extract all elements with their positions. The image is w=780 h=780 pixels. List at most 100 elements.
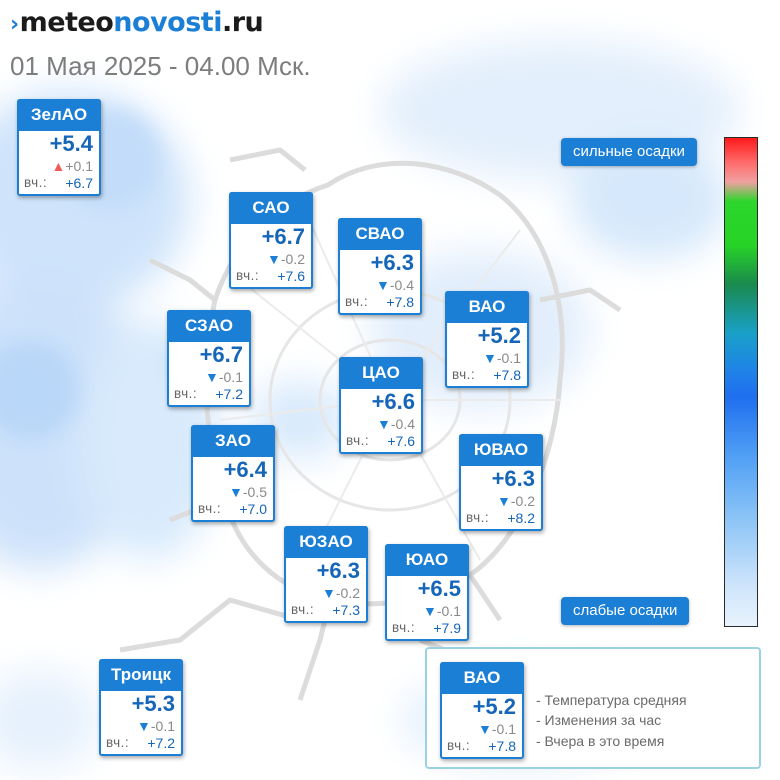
district-temp: +6.3 bbox=[491, 466, 535, 491]
district-card-zao: ЗАО +6.4 ▼-0.5 вч.: +7.0 bbox=[191, 425, 275, 522]
yesterday-label: вч.: bbox=[452, 367, 476, 382]
change-value: -0.2 bbox=[335, 585, 360, 601]
district-card-cao: ЦАО +6.6 ▼-0.4 вч.: +7.6 bbox=[339, 357, 423, 454]
yesterday-label: вч.: bbox=[466, 510, 490, 525]
district-name: СЗАО bbox=[167, 310, 251, 342]
district-yesterday: вч.: +7.9 bbox=[392, 620, 461, 636]
yesterday-value: +7.9 bbox=[433, 620, 461, 636]
yesterday-value: +7.3 bbox=[332, 602, 360, 618]
district-yesterday: вч.: +7.2 bbox=[174, 386, 243, 402]
district-temp: +6.4 bbox=[223, 457, 267, 482]
change-value: -0.2 bbox=[280, 251, 305, 267]
yesterday-value: +7.8 bbox=[488, 738, 516, 754]
scale-label-heavy: сильные осадки bbox=[561, 138, 697, 166]
district-temp: +6.6 bbox=[371, 389, 415, 414]
precipitation-scale-bar bbox=[724, 137, 758, 627]
change-value: +0.1 bbox=[65, 158, 93, 174]
district-temp: +6.3 bbox=[370, 250, 414, 275]
district-change: ▼-0.2 bbox=[267, 251, 305, 267]
trend-down-icon: ▼ bbox=[137, 718, 151, 734]
district-yesterday: вч.: +7.8 bbox=[447, 738, 516, 754]
district-name: ЗелАО bbox=[17, 99, 101, 131]
district-change: ▲+0.1 bbox=[52, 158, 94, 174]
logo-part2: novosti bbox=[113, 7, 222, 38]
trend-down-icon: ▼ bbox=[267, 251, 281, 267]
legend-desc-change: - Изменения за час bbox=[536, 712, 662, 728]
logo-part3: .ru bbox=[221, 7, 264, 38]
district-temp: +6.7 bbox=[261, 224, 305, 249]
district-card-sao: САО +6.7 ▼-0.2 вч.: +7.6 bbox=[229, 192, 313, 289]
district-change: ▼-0.5 bbox=[229, 484, 267, 500]
legend-box: ВАО +5.2 ▼-0.1 вч.: +7.8 - Температура ср… bbox=[425, 647, 761, 769]
trend-down-icon: ▼ bbox=[205, 369, 219, 385]
district-name: Троицк bbox=[99, 659, 183, 691]
district-card-vao: ВАО +5.2 ▼-0.1 вч.: +7.8 bbox=[445, 291, 529, 388]
trend-down-icon: ▼ bbox=[497, 493, 511, 509]
district-name: ЮВАО bbox=[459, 434, 543, 466]
district-yesterday: вч.: +7.6 bbox=[346, 433, 415, 449]
yesterday-value: +7.8 bbox=[386, 294, 414, 310]
district-yesterday: вч.: +7.8 bbox=[345, 294, 414, 310]
district-card-svao: СВАО +6.3 ▼-0.4 вч.: +7.8 bbox=[338, 218, 422, 315]
district-name: ВАО bbox=[445, 291, 529, 323]
trend-down-icon: ▼ bbox=[377, 416, 391, 432]
district-yesterday: вч.: +6.7 bbox=[24, 175, 93, 191]
yesterday-label: вч.: bbox=[447, 738, 471, 753]
district-change: ▼-0.1 bbox=[423, 603, 461, 619]
legend-example-card: ВАО +5.2 ▼-0.1 вч.: +7.8 bbox=[440, 662, 524, 759]
trend-down-icon: ▼ bbox=[229, 484, 243, 500]
change-value: -0.1 bbox=[491, 721, 516, 737]
district-card-yuvao: ЮВАО +6.3 ▼-0.2 вч.: +8.2 bbox=[459, 434, 543, 531]
yesterday-value: +7.6 bbox=[387, 433, 415, 449]
district-change: ▼-0.4 bbox=[376, 277, 414, 293]
trend-down-icon: ▼ bbox=[376, 277, 390, 293]
legend-desc-temperature: - Температура средняя bbox=[536, 692, 687, 708]
district-temp: +5.2 bbox=[472, 694, 516, 719]
district-change: ▼-0.1 bbox=[137, 718, 175, 734]
district-temp: +6.5 bbox=[417, 576, 461, 601]
yesterday-label: вч.: bbox=[198, 501, 222, 516]
change-value: -0.4 bbox=[389, 277, 414, 293]
yesterday-label: вч.: bbox=[392, 620, 416, 635]
district-yesterday: вч.: +7.3 bbox=[291, 602, 360, 618]
district-yesterday: вч.: +7.6 bbox=[236, 268, 305, 284]
district-temp: +5.2 bbox=[477, 323, 521, 348]
yesterday-label: вч.: bbox=[236, 268, 260, 283]
district-card-zelao: ЗелАО +5.4 ▲+0.1 вч.: +6.7 bbox=[17, 99, 101, 196]
change-value: -0.1 bbox=[218, 369, 243, 385]
change-value: -0.4 bbox=[390, 416, 415, 432]
site-logo[interactable]: ›meteonovosti.ru bbox=[10, 6, 264, 42]
yesterday-label: вч.: bbox=[345, 294, 369, 309]
yesterday-value: +6.7 bbox=[65, 175, 93, 191]
district-change: ▼-0.2 bbox=[322, 585, 360, 601]
change-value: -0.5 bbox=[242, 484, 267, 500]
district-name: ЦАО bbox=[339, 357, 423, 389]
district-change: ▼-0.2 bbox=[497, 493, 535, 509]
district-yesterday: вч.: +7.0 bbox=[198, 501, 267, 517]
forecast-datetime: 01 Мая 2025 - 04.00 Мск. bbox=[10, 51, 311, 81]
yesterday-label: вч.: bbox=[24, 175, 48, 190]
district-change: ▼-0.1 bbox=[205, 369, 243, 385]
logo-part1: meteo bbox=[19, 7, 114, 38]
trend-down-icon: ▼ bbox=[478, 721, 492, 737]
trend-up-icon: ▲ bbox=[51, 158, 66, 174]
yesterday-value: +7.2 bbox=[215, 386, 243, 402]
district-change: ▼-0.4 bbox=[377, 416, 415, 432]
yesterday-value: +8.2 bbox=[507, 510, 535, 526]
change-value: -0.1 bbox=[496, 350, 521, 366]
logo-mark: › bbox=[10, 12, 19, 37]
district-name: САО bbox=[229, 192, 313, 224]
yesterday-label: вч.: bbox=[291, 602, 315, 617]
district-temp: +6.7 bbox=[199, 342, 243, 367]
trend-down-icon: ▼ bbox=[423, 603, 437, 619]
yesterday-value: +7.8 bbox=[493, 367, 521, 383]
scale-label-light: слабые осадки bbox=[561, 597, 690, 625]
district-temp: +5.3 bbox=[131, 691, 175, 716]
yesterday-label: вч.: bbox=[174, 386, 198, 401]
district-card-troick: Троицк +5.3 ▼-0.1 вч.: +7.2 bbox=[99, 659, 183, 756]
district-temp: +5.4 bbox=[49, 131, 93, 156]
district-name: ЮАО bbox=[385, 544, 469, 576]
district-yesterday: вч.: +7.8 bbox=[452, 367, 521, 383]
trend-down-icon: ▼ bbox=[483, 350, 497, 366]
change-value: -0.1 bbox=[436, 603, 461, 619]
